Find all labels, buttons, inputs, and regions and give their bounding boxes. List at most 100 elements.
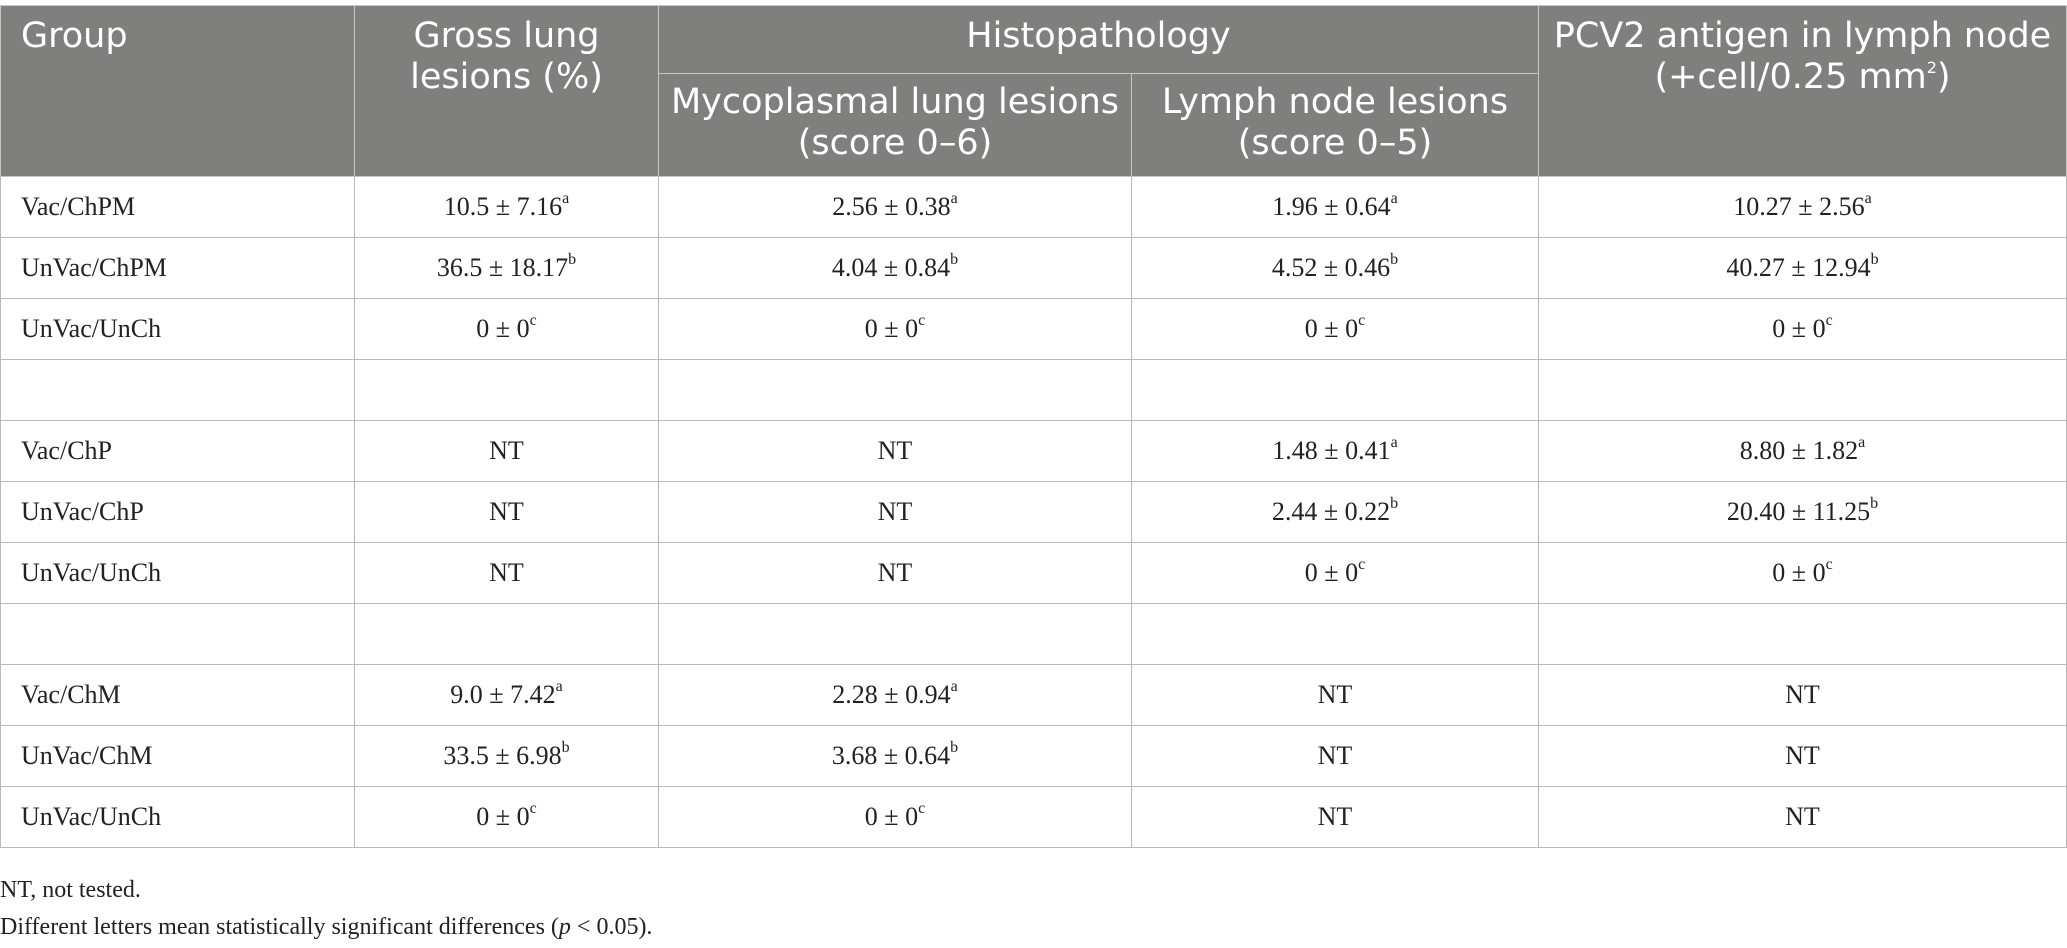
cell-value: NT <box>489 558 524 587</box>
cell-mycoplasmal-lung-lesions: NT <box>658 542 1132 604</box>
cell-lymph-node-lesions: 1.48 ± 0.41a <box>1131 420 1539 482</box>
table-row: UnVac/UnCh 0 ± 0c 0 ± 0c NT NT <box>0 786 2067 848</box>
table-row: UnVac/ChP NT NT 2.44 ± 0.22b 20.40 ± 11.25b <box>0 481 2067 543</box>
table-row: Vac/ChM 9.0 ± 7.42a 2.28 ± 0.94a NT NT <box>0 664 2067 726</box>
cell-value: 36.5 ± 18.17 <box>436 253 569 282</box>
cell-value: NT <box>1317 741 1353 770</box>
cell-group: UnVac/ChP <box>0 481 355 543</box>
cell-mycoplasmal-lung-lesions: 0 ± 0c <box>658 786 1132 848</box>
cell-mycoplasmal-lung-lesions: 3.68 ± 0.64b <box>658 725 1132 787</box>
significance-letter: b <box>1390 495 1399 513</box>
cell-lymph-node-lesions <box>1131 359 1539 421</box>
significance-letter: c <box>529 312 537 330</box>
cell-group: UnVac/ChPM <box>0 237 355 299</box>
significance-letter: c <box>1825 312 1833 330</box>
significance-letter: c <box>1825 556 1833 574</box>
cell-value: 2.56 ± 0.38 <box>832 192 951 221</box>
cell-value: NT <box>877 558 913 587</box>
cell-mycoplasmal-lung-lesions: NT <box>658 420 1132 482</box>
significance-letter: b <box>1870 495 1879 513</box>
cell-pcv2-antigen: 0 ± 0c <box>1538 298 2067 360</box>
cell-value: 0 ± 0 <box>1304 314 1359 343</box>
cell-pcv2-antigen <box>1538 603 2067 665</box>
significance-letter: b <box>561 739 570 757</box>
cell-gross-lung-lesions: 9.0 ± 7.42a <box>354 664 659 726</box>
significance-letter: b <box>1390 251 1399 269</box>
cell-pcv2-antigen: 0 ± 0c <box>1538 542 2067 604</box>
footnote-sig-prefix: Different letters mean statistically sig… <box>0 914 559 940</box>
cell-lymph-node-lesions: NT <box>1131 725 1539 787</box>
cell-mycoplasmal-lung-lesions <box>658 603 1132 665</box>
cell-value: 0 ± 0 <box>476 314 530 343</box>
significance-letter: c <box>1358 556 1366 574</box>
header-group: Group <box>0 5 355 177</box>
cell-group <box>0 603 355 665</box>
cell-value: 4.52 ± 0.46 <box>1271 253 1391 282</box>
table-row: UnVac/UnCh 0 ± 0c 0 ± 0c 0 ± 0c 0 ± 0c <box>0 298 2067 360</box>
cell-value: 40.27 ± 12.94 <box>1726 253 1871 282</box>
table-row: UnVac/UnCh NT NT 0 ± 0c 0 ± 0c <box>0 542 2067 604</box>
header-lymph-node-lesions: Lymph node lesions (score 0–5) <box>1131 73 1539 177</box>
cell-gross-lung-lesions: NT <box>354 542 659 604</box>
cell-gross-lung-lesions: 10.5 ± 7.16a <box>354 176 659 238</box>
significance-letter: c <box>529 800 537 818</box>
cell-value: 10.27 ± 2.56 <box>1733 192 1865 221</box>
header-gross-lung-lesions: Gross lung lesions (%) <box>354 5 659 177</box>
header-pcv2-antigen: PCV2 antigen in lymph node (+cell/0.25 m… <box>1538 5 2067 177</box>
cell-value: 2.44 ± 0.22 <box>1271 497 1391 526</box>
cell-value: 20.40 ± 11.25 <box>1726 497 1871 526</box>
cell-lymph-node-lesions: NT <box>1131 786 1539 848</box>
cell-lymph-node-lesions: 0 ± 0c <box>1131 298 1539 360</box>
significance-letter: a <box>562 190 570 208</box>
table-header: Group Gross lung lesions (%) Histopathol… <box>0 5 2067 177</box>
significance-letter: c <box>1358 312 1366 330</box>
cell-mycoplasmal-lung-lesions: 0 ± 0c <box>658 298 1132 360</box>
cell-value: 10.5 ± 7.16 <box>443 192 563 221</box>
cell-lymph-node-lesions: 2.44 ± 0.22b <box>1131 481 1539 543</box>
cell-lymph-node-lesions: NT <box>1131 664 1539 726</box>
cell-value: 0 ± 0 <box>864 314 919 343</box>
cell-gross-lung-lesions <box>354 603 659 665</box>
cell-group: Vac/ChPM <box>0 176 355 238</box>
cell-group: UnVac/ChM <box>0 725 355 787</box>
header-histopathology: Histopathology <box>658 5 1539 74</box>
cell-value: 8.80 ± 1.82 <box>1739 436 1859 465</box>
cell-value: 2.28 ± 0.94 <box>832 680 951 709</box>
significance-letter: b <box>568 251 577 269</box>
results-table: Group Gross lung lesions (%) Histopathol… <box>0 5 2067 848</box>
significance-letter: a <box>950 190 958 208</box>
cell-gross-lung-lesions <box>354 359 659 421</box>
cell-pcv2-antigen: 10.27 ± 2.56a <box>1538 176 2067 238</box>
cell-pcv2-antigen <box>1538 359 2067 421</box>
table-row-spacer <box>0 603 2067 665</box>
cell-value: 4.04 ± 0.84 <box>831 253 951 282</box>
cell-mycoplasmal-lung-lesions: NT <box>658 481 1132 543</box>
cell-value: 0 ± 0 <box>1772 314 1826 343</box>
cell-lymph-node-lesions: 0 ± 0c <box>1131 542 1539 604</box>
cell-pcv2-antigen: NT <box>1538 664 2067 726</box>
cell-pcv2-antigen: NT <box>1538 786 2067 848</box>
results-table-container: Group Gross lung lesions (%) Histopathol… <box>0 5 2067 848</box>
cell-value: NT <box>1317 802 1353 831</box>
cell-gross-lung-lesions: 33.5 ± 6.98b <box>354 725 659 787</box>
significance-letter: a <box>1864 190 1872 208</box>
cell-value: NT <box>1785 802 1820 831</box>
cell-group: Vac/ChP <box>0 420 355 482</box>
table-row: Vac/ChP NT NT 1.48 ± 0.41a 8.80 ± 1.82a <box>0 420 2067 482</box>
cell-value: NT <box>1317 680 1353 709</box>
significance-letter: c <box>918 800 926 818</box>
cell-group: UnVac/UnCh <box>0 786 355 848</box>
cell-lymph-node-lesions: 1.96 ± 0.64a <box>1131 176 1539 238</box>
cell-value: 0 ± 0 <box>1304 558 1359 587</box>
significance-letter: b <box>950 739 959 757</box>
footnote-not-tested: NT, not tested. <box>0 877 141 903</box>
significance-letter: c <box>918 312 926 330</box>
table-row: UnVac/ChPM 36.5 ± 18.17b 4.04 ± 0.84b 4.52 … <box>0 237 2067 299</box>
cell-mycoplasmal-lung-lesions: 4.04 ± 0.84b <box>658 237 1132 299</box>
cell-gross-lung-lesions: NT <box>354 420 659 482</box>
cell-group: Vac/ChM <box>0 664 355 726</box>
cell-gross-lung-lesions: 36.5 ± 18.17b <box>354 237 659 299</box>
header-pcv2-sup: 2 <box>1926 58 1937 78</box>
cell-lymph-node-lesions: 4.52 ± 0.46b <box>1131 237 1539 299</box>
cell-lymph-node-lesions <box>1131 603 1539 665</box>
